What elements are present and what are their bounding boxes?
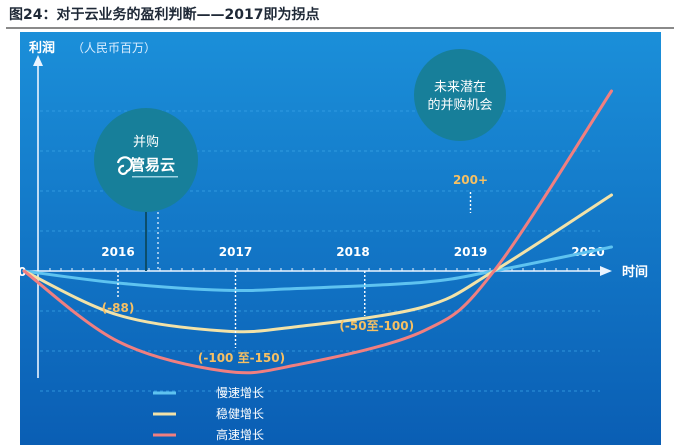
figure-title: 图24：对于云业务的盈利判断——2017即为拐点 <box>9 7 320 23</box>
chart-background <box>20 32 661 445</box>
y-axis-unit: （人民币百万） <box>72 41 156 55</box>
x-tick-label: 2016 <box>101 245 134 259</box>
annotation-label: 200+ <box>453 173 488 187</box>
annotation-label: (-100 至-150) <box>198 351 285 365</box>
bubble-title: 并购 <box>133 134 159 150</box>
annotations: (-88) (-100 至-150) (-50至-100) 200+ <box>102 173 488 365</box>
x-axis-label: 时间 <box>622 264 648 280</box>
x-tick-label: 2019 <box>454 245 487 259</box>
annotation-label: (-88) <box>102 301 135 315</box>
y-axis-arrow <box>33 55 43 66</box>
logo-text: 管易云 <box>130 156 175 174</box>
y-axis-label: 利润 <box>29 40 55 56</box>
legend-label: 慢速增长 <box>216 386 264 400</box>
x-tick-label: 2018 <box>336 245 369 259</box>
series-line <box>22 89 613 375</box>
future-acquisition-bubble: 未来潜在 的并购机会 <box>414 49 506 141</box>
bubble-circle <box>94 108 198 212</box>
bubble-title: 未来潜在 <box>434 80 486 95</box>
annotation-label: (-50至-100) <box>339 319 414 333</box>
annotation-leaders <box>117 192 472 348</box>
acquisition-bubble: 并购 管易云 <box>94 108 198 271</box>
bubble-subtitle: 的并购机会 <box>427 97 492 113</box>
x-tick-label: 2017 <box>219 245 252 259</box>
bubble-circle <box>414 49 506 141</box>
logo-subline <box>132 176 178 178</box>
legend-label: 高速增长 <box>216 427 264 442</box>
title-rule <box>6 27 674 29</box>
guanyiyun-logo-icon <box>116 156 133 175</box>
x-axis-arrow <box>600 266 612 276</box>
legend-label: 稳健增长 <box>216 406 264 421</box>
origin-label: 0 <box>18 265 26 279</box>
